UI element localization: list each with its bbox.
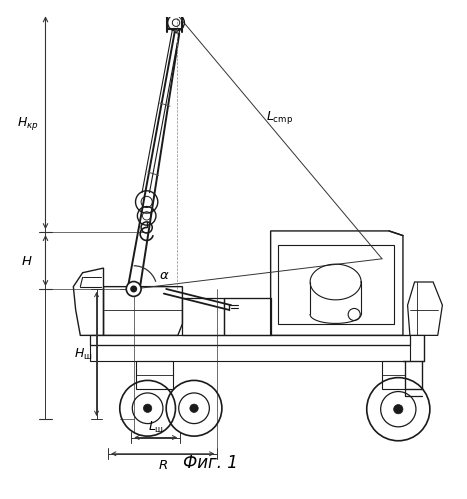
Circle shape [190, 404, 198, 413]
Text: $H_{\mathrm{ш}}$: $H_{\mathrm{ш}}$ [74, 346, 93, 361]
Text: $\alpha$: $\alpha$ [159, 269, 169, 282]
Text: $R$: $R$ [158, 459, 168, 472]
Circle shape [126, 281, 141, 296]
Circle shape [143, 404, 152, 413]
Text: $L_{\mathrm{cmp}}$: $L_{\mathrm{cmp}}$ [266, 109, 293, 126]
Text: $H$: $H$ [21, 255, 33, 268]
Text: $H_{\kappa p}$: $H_{\kappa p}$ [17, 115, 39, 132]
Text: $L_{\mathrm{ш}}$: $L_{\mathrm{ш}}$ [148, 420, 164, 435]
Circle shape [131, 286, 136, 292]
Circle shape [394, 405, 403, 414]
Text: Фиг. 1: Фиг. 1 [183, 454, 238, 473]
